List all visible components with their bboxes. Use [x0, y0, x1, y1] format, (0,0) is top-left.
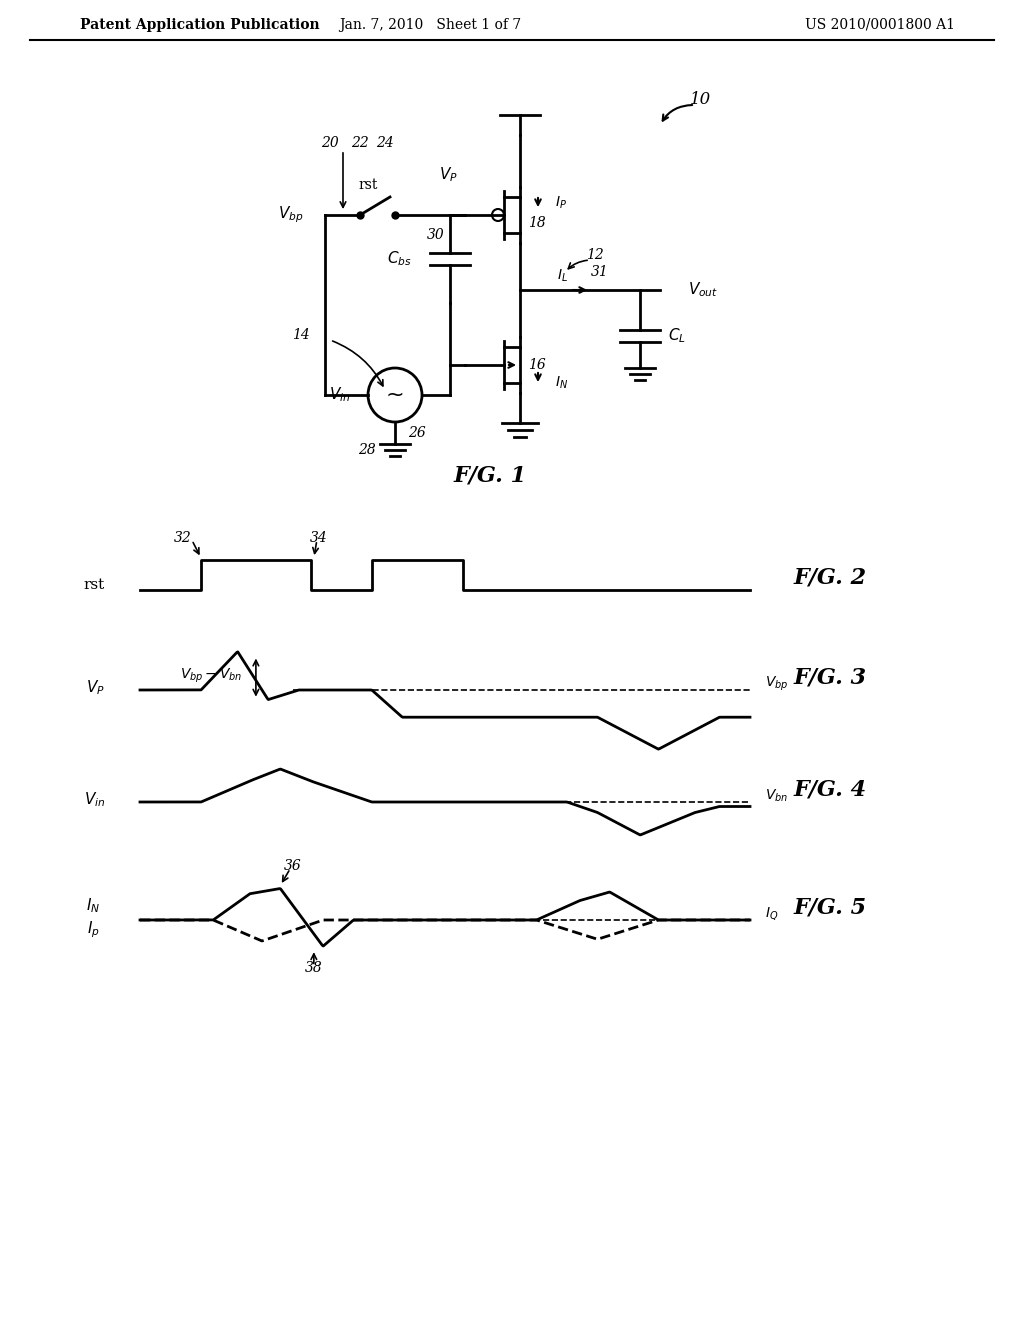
Text: $I_P$: $I_P$ [555, 195, 567, 211]
Text: 30: 30 [427, 228, 445, 242]
Text: rst: rst [84, 578, 105, 591]
Text: Jan. 7, 2010   Sheet 1 of 7: Jan. 7, 2010 Sheet 1 of 7 [339, 18, 521, 32]
Text: F/G. 5: F/G. 5 [794, 898, 866, 919]
Text: 28: 28 [358, 444, 376, 457]
Text: $I_Q$: $I_Q$ [765, 906, 778, 923]
Text: $V_{in}$: $V_{in}$ [84, 791, 105, 809]
Text: rst: rst [358, 178, 378, 191]
Text: ~: ~ [386, 385, 404, 405]
Text: $V_{out}$: $V_{out}$ [688, 281, 718, 300]
Text: $C_{bs}$: $C_{bs}$ [387, 249, 412, 268]
Text: F/G. 4: F/G. 4 [794, 779, 866, 801]
Text: F/G. 1: F/G. 1 [454, 465, 526, 486]
Text: Patent Application Publication: Patent Application Publication [80, 18, 319, 32]
Text: 20: 20 [322, 136, 339, 150]
Text: $V_{bp}-V_{bn}$: $V_{bp}-V_{bn}$ [179, 667, 242, 685]
Text: $V_{in}$: $V_{in}$ [329, 385, 350, 404]
Text: 32: 32 [174, 531, 191, 545]
Text: 14: 14 [292, 327, 310, 342]
Text: $I_N$: $I_N$ [86, 896, 100, 915]
Text: $I_L$: $I_L$ [556, 268, 567, 284]
Text: 24: 24 [376, 136, 394, 150]
Text: 31: 31 [591, 265, 609, 279]
Text: $V_{bp}$: $V_{bp}$ [278, 205, 303, 226]
Text: $I_p$: $I_p$ [87, 920, 100, 940]
Text: 22: 22 [351, 136, 369, 150]
Text: $I_N$: $I_N$ [555, 375, 568, 391]
Text: 10: 10 [689, 91, 711, 108]
Text: F/G. 3: F/G. 3 [794, 667, 866, 689]
Text: 38: 38 [305, 961, 323, 975]
Text: US 2010/0001800 A1: US 2010/0001800 A1 [805, 18, 955, 32]
Text: $V_{bp}$: $V_{bp}$ [765, 675, 788, 693]
Text: $C_L$: $C_L$ [668, 326, 686, 346]
Text: 26: 26 [409, 426, 426, 440]
Text: 18: 18 [528, 216, 546, 230]
Text: 12: 12 [586, 248, 604, 261]
Text: 36: 36 [284, 859, 301, 874]
Text: $V_P$: $V_P$ [438, 165, 458, 185]
Text: 16: 16 [528, 358, 546, 372]
Text: $V_{bn}$: $V_{bn}$ [765, 788, 788, 804]
Text: $V_P$: $V_P$ [86, 678, 105, 697]
Text: 34: 34 [310, 531, 328, 545]
Text: F/G. 2: F/G. 2 [794, 568, 866, 589]
